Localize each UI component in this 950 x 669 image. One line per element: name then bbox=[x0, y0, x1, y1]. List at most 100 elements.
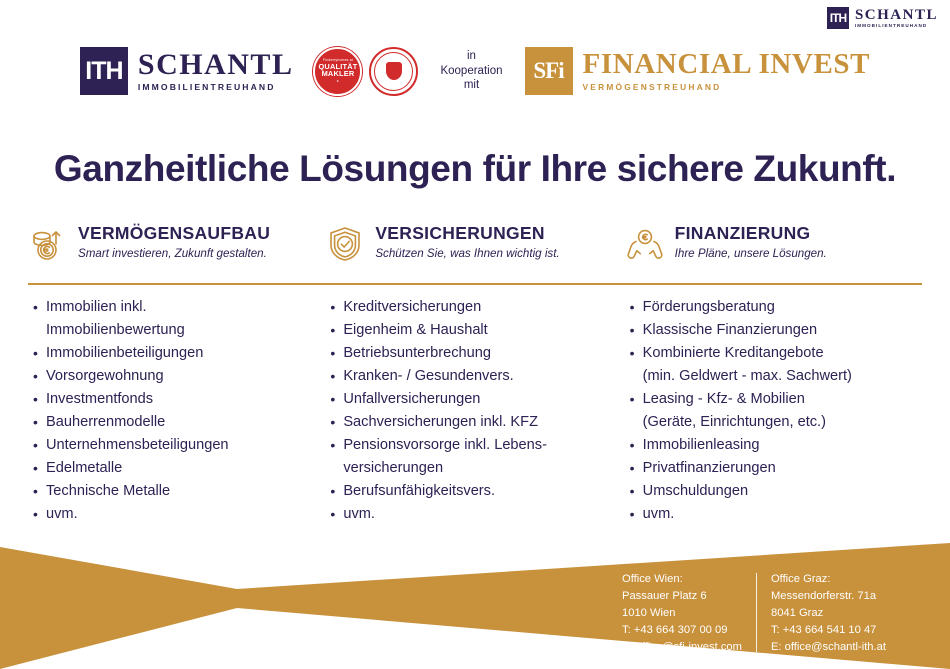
bullet-list: Förderungsberatung Klassische Finanzierun… bbox=[625, 296, 922, 526]
service-column-headers: VERMÖGENSAUFBAU Smart investieren, Zukun… bbox=[28, 222, 922, 264]
list-item-label: Klassische Finanzierungen bbox=[642, 322, 818, 339]
list-item-label: Kranken- / Gesundenvers. bbox=[343, 368, 514, 385]
column-header-vermoegensaufbau: VERMÖGENSAUFBAU Smart investieren, Zukun… bbox=[28, 222, 325, 264]
office-street: Messendorferstr. 71a bbox=[770, 590, 877, 603]
list-item-label: Bauherrenmodelle bbox=[46, 414, 166, 431]
bullet-list: Kreditversicherungen Eigenheim & Haushalt… bbox=[325, 296, 624, 526]
list-item: uvm. bbox=[33, 503, 325, 526]
office-wien-block: Office Wien: Passauer Platz 6 1010 Wien … bbox=[622, 571, 756, 656]
cooperation-note: in Kooperation mit bbox=[440, 49, 502, 93]
list-item-label: Unfallversicherungen bbox=[343, 391, 481, 408]
list-item: uvm. bbox=[330, 503, 624, 526]
gold-divider bbox=[28, 283, 922, 285]
list-item: Immobilienbeteiligungen bbox=[33, 342, 325, 365]
list-item-label: Immobilienbeteiligungen bbox=[46, 345, 204, 362]
list-item-label: Pensionsvorsorge inkl. Lebens- bbox=[343, 437, 547, 454]
office-email[interactable]: E: office@sfi-invest.com bbox=[622, 641, 742, 654]
ith-schantl-logo: ITH SCHANTL IMMOBILIENTREUHAND bbox=[79, 47, 294, 95]
seal-main-text: QUALITÄT bbox=[318, 61, 358, 71]
list-item: Kombinierte Kreditangebote (min. Geldwert… bbox=[630, 342, 922, 388]
list-item: Immobilienleasing bbox=[630, 434, 922, 457]
list-item-label: Immobilien inkl. bbox=[46, 299, 147, 315]
office-name: Office Graz: bbox=[770, 573, 831, 585]
list-item-label: uvm. bbox=[642, 506, 675, 523]
list-item-label: Kombinierte Kreditangebote bbox=[642, 345, 824, 362]
ith-monogram-icon: ITH bbox=[826, 7, 849, 29]
cooperation-line-2: Kooperation bbox=[440, 64, 503, 77]
service-lists: Immobilien inkl.ImmobilienbewertungImmob… bbox=[28, 296, 922, 526]
list-item: Privatfinanzierungen bbox=[630, 457, 922, 480]
list-item-label: Berufsunfähigkeitsvers. bbox=[343, 483, 496, 500]
office-phone[interactable]: T: +43 664 541 10 47 bbox=[770, 624, 877, 637]
list-item-label: Betriebsunterbrechung bbox=[343, 345, 491, 362]
column-tagline: Schützen Sie, was Ihnen wichtig ist. bbox=[375, 247, 560, 261]
ith-monogram-icon: ITH bbox=[79, 47, 128, 95]
list-versicherungen: Kreditversicherungen Eigenheim & Haushalt… bbox=[325, 296, 624, 526]
office-email[interactable]: E: office@schantl-ith.at bbox=[770, 641, 886, 654]
seal-bottom-text: ★ bbox=[336, 79, 340, 84]
top-right-logo: ITH SCHANTL IMMOBILIENTREUHAND bbox=[826, 6, 938, 29]
list-item-label: Umschuldungen bbox=[642, 483, 749, 500]
list-item: Betriebsunterbrechung bbox=[330, 342, 624, 365]
list-item: Berufsunfähigkeitsvers. bbox=[330, 480, 624, 503]
list-item-label: Leasing - Kfz- & Mobilien bbox=[642, 391, 805, 408]
office-graz-block: Office Graz: Messendorferstr. 71a 8041 G… bbox=[757, 571, 886, 656]
list-item: Sachversicherungen inkl. KFZ bbox=[330, 411, 624, 434]
office-city: 8041 Graz bbox=[770, 607, 824, 620]
page-headline: Ganzheitliche Lösungen für Ihre sichere … bbox=[53, 148, 897, 189]
seal-top-text: Findemyhomes.at bbox=[322, 57, 353, 62]
cooperation-line-3: mit bbox=[463, 79, 480, 92]
list-item-label: Technische Metalle bbox=[46, 483, 171, 500]
list-item-label: Kreditversicherungen bbox=[343, 299, 482, 315]
top-logo-subtitle: IMMOBILIENTREUHAND bbox=[854, 23, 928, 29]
list-vermoegensaufbau: Immobilien inkl.ImmobilienbewertungImmob… bbox=[28, 296, 325, 526]
office-phone[interactable]: T: +43 664 307 00 09 bbox=[622, 624, 728, 637]
certification-seals: Findemyhomes.at QUALITÄT MAKLER ★ bbox=[313, 46, 419, 96]
list-item: Unternehmensbeteiligungen bbox=[33, 434, 325, 457]
hands-euro-coin-icon bbox=[625, 224, 665, 264]
list-item: Edelmetalle bbox=[33, 457, 325, 480]
qualitaet-makler-seal-icon: Findemyhomes.at QUALITÄT MAKLER ★ bbox=[313, 46, 363, 96]
list-item: uvm. bbox=[630, 503, 922, 526]
gold-decoration-shapes bbox=[0, 543, 950, 669]
list-finanzierung: Förderungsberatung Klassische Finanzierun… bbox=[625, 296, 922, 526]
list-item: Investmentfonds bbox=[33, 388, 325, 411]
list-item: Bauherrenmodelle bbox=[33, 411, 325, 434]
contact-divider bbox=[755, 573, 757, 653]
list-item: Leasing - Kfz- & Mobilien (Geräte, Einric… bbox=[630, 388, 922, 434]
list-item: Immobilien inkl. Immobilienbewertung bbox=[33, 296, 325, 342]
ith-brand-name: SCHANTL bbox=[137, 48, 294, 81]
list-item: Pensionsvorsorge inkl. Lebens-versicheru… bbox=[330, 434, 624, 480]
list-item: Förderungsberatung bbox=[630, 296, 922, 319]
shield-check-icon bbox=[325, 224, 365, 264]
cooperation-line-1: in bbox=[467, 49, 476, 62]
column-tagline: Smart investieren, Zukunft gestalten. bbox=[78, 247, 267, 261]
list-item-continuation: Immobilienbewertung bbox=[46, 322, 185, 339]
list-item-label: Immobilienleasing bbox=[642, 437, 760, 454]
ith-brand-subtitle: IMMOBILIENTREUHAND bbox=[137, 82, 276, 92]
seal-main-text-2: MAKLER bbox=[321, 69, 355, 79]
list-item: Vorsorgewohnung bbox=[33, 365, 325, 388]
list-item-label: Eigenheim & Haushalt bbox=[343, 322, 488, 339]
list-item: Kranken- / Gesundenvers. bbox=[330, 365, 624, 388]
list-item-label: uvm. bbox=[343, 506, 375, 523]
list-item-label: Förderungsberatung bbox=[642, 299, 775, 315]
sfi-brand-subtitle: VERMÖGENSTREUHAND bbox=[582, 82, 722, 92]
list-item-continuation: (min. Geldwert - max. Sachwert) bbox=[642, 368, 852, 385]
list-item-label: Investmentfonds bbox=[46, 391, 154, 408]
list-item: Unfallversicherungen bbox=[330, 388, 624, 411]
office-name: Office Wien: bbox=[622, 573, 683, 585]
top-logo-name: SCHANTL bbox=[854, 6, 938, 23]
column-header-finanzierung: FINANZIERUNG Ihre Pläne, unsere Lösungen… bbox=[625, 222, 922, 264]
list-item-label: Edelmetalle bbox=[46, 460, 123, 477]
list-item: Umschuldungen bbox=[630, 480, 922, 503]
footer-contacts: Office Wien: Passauer Platz 6 1010 Wien … bbox=[622, 571, 886, 656]
verband-crest-seal-icon bbox=[369, 46, 419, 96]
list-item-label: Sachversicherungen inkl. KFZ bbox=[343, 414, 538, 431]
sfi-monogram-icon: SFi bbox=[524, 47, 573, 95]
gold-left-chevron bbox=[0, 547, 237, 669]
coins-euro-arrow-icon bbox=[28, 224, 68, 264]
bullet-list: Immobilien inkl.ImmobilienbewertungImmob… bbox=[28, 296, 325, 526]
column-header-versicherungen: VERSICHERUNGEN Schützen Sie, was Ihnen w… bbox=[325, 222, 624, 264]
gold-right-band bbox=[237, 543, 950, 669]
